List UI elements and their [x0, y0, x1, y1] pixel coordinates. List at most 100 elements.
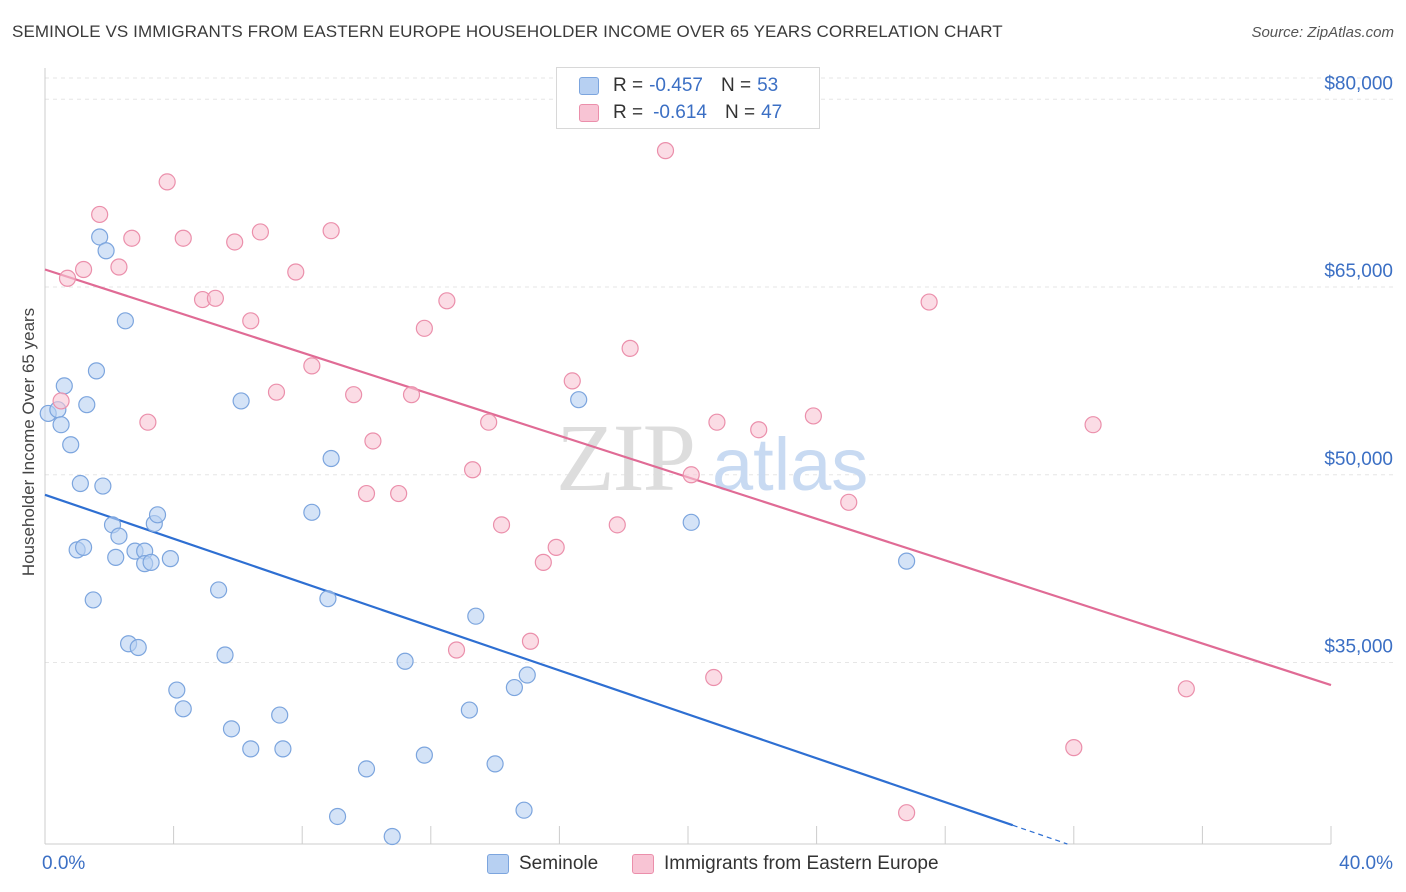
source-label: Source: ZipAtlas.com	[1251, 24, 1394, 41]
legend-n-value-seminole: 53	[757, 75, 779, 96]
point-eastern-europe	[226, 233, 244, 251]
point-eastern-europe	[206, 289, 224, 307]
point-eastern-europe	[303, 357, 321, 375]
point-eastern-europe	[447, 641, 466, 659]
bottom-legend-swatch-blue	[487, 854, 509, 874]
point-eastern-europe	[521, 632, 540, 650]
point-eastern-europe	[1177, 680, 1195, 698]
point-seminole	[55, 377, 73, 395]
legend-r-label: R =	[613, 102, 644, 123]
point-eastern-europe	[402, 386, 421, 404]
point-eastern-europe	[364, 432, 382, 450]
bottom-legend-label-eastern-europe: Immigrants from Eastern Europe	[664, 853, 939, 874]
point-seminole	[161, 550, 179, 568]
point-seminole	[570, 391, 588, 409]
point-eastern-europe	[492, 516, 511, 534]
legend-swatch-pink	[579, 104, 599, 122]
point-seminole	[682, 513, 700, 531]
point-eastern-europe	[682, 466, 700, 484]
legend-r-value-seminole: -0.457	[649, 75, 703, 96]
point-eastern-europe	[480, 413, 498, 431]
point-seminole	[271, 706, 289, 724]
bottom-legend-label-seminole: Seminole	[519, 853, 599, 874]
legend-row-eastern-europe: R = -0.614 N = 47	[579, 101, 782, 125]
point-eastern-europe	[139, 413, 157, 431]
bottom-legend-eastern-europe: Immigrants from Eastern Europe	[632, 852, 939, 876]
point-seminole	[91, 228, 109, 246]
point-eastern-europe	[621, 339, 639, 357]
gridlines	[45, 77, 1394, 664]
point-seminole	[486, 755, 504, 773]
y-tick-label: $35,000	[1324, 637, 1393, 658]
point-eastern-europe	[110, 258, 128, 276]
point-seminole	[74, 538, 93, 556]
point-seminole	[107, 548, 125, 566]
point-seminole	[174, 700, 192, 718]
point-seminole	[460, 701, 478, 719]
bottom-legend-seminole: Seminole	[487, 852, 598, 876]
point-eastern-europe	[287, 263, 305, 281]
point-eastern-europe	[267, 383, 286, 401]
trendlines	[44, 268, 1332, 845]
point-eastern-europe	[708, 413, 726, 431]
point-seminole	[898, 552, 916, 570]
data-points	[39, 142, 1195, 846]
correlation-legend: R = -0.457 N = 53 R = -0.614 N = 47	[556, 67, 820, 129]
point-eastern-europe	[898, 804, 916, 822]
point-eastern-europe	[804, 407, 822, 425]
point-eastern-europe	[705, 668, 723, 687]
watermark-atlas: atlas	[712, 423, 868, 506]
point-eastern-europe	[58, 269, 77, 287]
point-seminole	[52, 416, 70, 434]
point-eastern-europe	[463, 461, 482, 479]
chart-title: SEMINOLE VS IMMIGRANTS FROM EASTERN EURO…	[12, 22, 1003, 41]
legend-n-label: N =	[724, 102, 756, 123]
point-eastern-europe	[920, 293, 938, 311]
legend-row-seminole: R = -0.457 N = 53	[579, 74, 778, 98]
point-eastern-europe	[608, 516, 626, 534]
point-seminole	[78, 396, 96, 414]
point-seminole	[222, 720, 241, 738]
legend-n-value-eastern-europe: 47	[761, 102, 783, 123]
point-eastern-europe	[242, 312, 260, 330]
point-eastern-europe	[345, 386, 363, 404]
point-seminole	[87, 362, 106, 380]
point-seminole	[216, 646, 234, 664]
point-seminole	[62, 436, 80, 454]
point-seminole	[303, 503, 321, 521]
x-tick-label-max: 40.0%	[1339, 853, 1393, 874]
point-eastern-europe	[123, 229, 141, 247]
point-seminole	[142, 553, 160, 571]
legend-r-value-eastern-europe: -0.614	[653, 102, 707, 123]
point-seminole	[116, 312, 134, 330]
point-seminole	[110, 527, 128, 545]
point-seminole	[97, 242, 115, 260]
point-eastern-europe	[750, 421, 768, 439]
point-seminole	[242, 740, 260, 758]
point-eastern-europe	[158, 173, 176, 191]
point-seminole	[319, 590, 337, 608]
y-tick-label: $65,000	[1324, 261, 1393, 282]
point-eastern-europe	[656, 142, 675, 160]
point-eastern-europe	[390, 484, 408, 503]
point-eastern-europe	[547, 538, 565, 556]
point-seminole	[328, 807, 347, 826]
point-seminole	[467, 607, 485, 625]
point-seminole	[415, 746, 433, 764]
y-tick-label: $50,000	[1324, 449, 1393, 470]
point-seminole	[357, 760, 376, 778]
point-eastern-europe	[91, 205, 109, 224]
x-tick-label-min: 0.0%	[42, 853, 85, 874]
point-eastern-europe	[415, 319, 433, 337]
point-seminole	[518, 666, 536, 684]
y-axis-label: Householder Income Over 65 years	[19, 308, 38, 576]
point-seminole	[129, 638, 147, 657]
axes	[44, 68, 1332, 845]
point-eastern-europe	[52, 392, 70, 410]
point-seminole	[168, 681, 186, 699]
point-seminole	[94, 477, 112, 495]
point-eastern-europe	[840, 493, 858, 511]
point-seminole	[505, 678, 523, 697]
bottom-legend-swatch-pink	[632, 854, 654, 874]
